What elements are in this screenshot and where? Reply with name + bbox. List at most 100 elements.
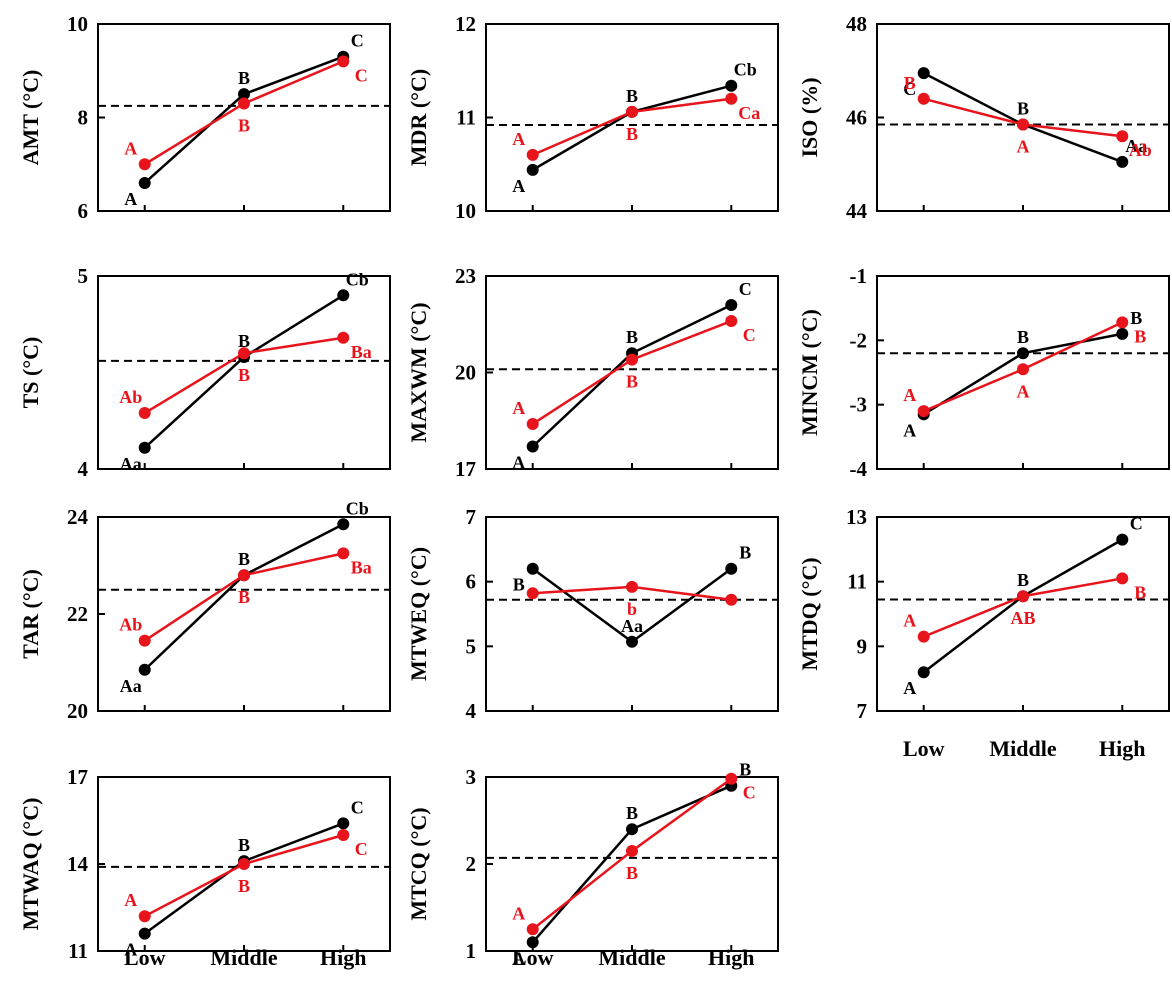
data-point-red (337, 547, 350, 560)
data-point-red (238, 569, 250, 582)
significance-label: B (238, 876, 250, 896)
data-point-red (526, 923, 539, 936)
significance-label: B (1017, 327, 1029, 347)
data-point-black (526, 440, 539, 453)
y-tick-label: 10 (455, 199, 476, 223)
significance-label: B (238, 68, 250, 88)
data-point-red (626, 844, 638, 857)
y-tick-label: 17 (455, 457, 476, 481)
y-tick-label: 4 (466, 699, 477, 723)
data-point-red (337, 55, 350, 68)
y-tick-label: 3 (466, 765, 477, 789)
y-tick-label: 46 (846, 106, 867, 130)
data-point-black (917, 666, 930, 679)
significance-label: B (238, 549, 250, 569)
y-axis-label: MDR (°C) (406, 69, 431, 166)
y-tick-label: 12 (455, 12, 476, 36)
significance-label: C (1130, 514, 1143, 534)
significance-label: B (626, 124, 638, 144)
y-tick-label: 6 (466, 570, 477, 594)
data-point-black (725, 562, 738, 575)
y-tick-label: 7 (857, 699, 868, 723)
significance-label: Aa (621, 616, 643, 636)
significance-label: C (355, 839, 368, 859)
data-point-red (138, 910, 151, 923)
data-point-black (1116, 155, 1129, 168)
y-tick-label: 5 (78, 264, 89, 288)
significance-label: A (512, 903, 525, 923)
y-axis-label: TAR (°C) (18, 569, 43, 659)
y-tick-label: 20 (455, 361, 476, 385)
data-point-red (526, 417, 539, 430)
y-tick-label: -1 (850, 264, 868, 288)
significance-label: B (1134, 326, 1146, 346)
y-tick-label: 8 (78, 106, 89, 130)
y-tick-label: -3 (850, 393, 868, 417)
data-point-red (1116, 316, 1129, 329)
data-point-black (337, 289, 350, 302)
significance-label: Aa (1125, 136, 1147, 156)
y-tick-label: 20 (67, 699, 88, 723)
significance-label: C (355, 65, 368, 85)
significance-label: C (351, 31, 364, 51)
significance-label: Ba (351, 557, 372, 577)
y-tick-label: 9 (857, 634, 868, 658)
y-tick-label: 44 (846, 199, 868, 223)
panel-amt: 6 8 10 AMT (°C) A B C A B C (18, 12, 391, 223)
data-point-red (238, 97, 250, 110)
x-category-label: Low (903, 736, 945, 761)
significance-label: B (626, 803, 638, 823)
significance-label: A (903, 678, 916, 698)
y-tick-label: -2 (850, 328, 868, 352)
data-point-red (1017, 590, 1029, 603)
data-point-red (626, 580, 638, 593)
significance-label: A (512, 176, 525, 196)
significance-label: B (1130, 308, 1142, 328)
significance-label: B (626, 86, 638, 106)
y-tick-label: -4 (850, 457, 868, 481)
data-point-red (337, 331, 350, 344)
panel-tar: 20 22 24 TAR (°C) Aa B Cb Ab B Ba (18, 498, 391, 723)
significance-label: B (1017, 570, 1029, 590)
y-tick-label: 4 (78, 457, 89, 481)
data-point-red (526, 587, 539, 600)
y-axis-label: MTWEQ (°C) (406, 547, 431, 681)
data-point-red (138, 634, 151, 647)
significance-label: Ab (119, 387, 142, 407)
data-point-black (917, 67, 930, 80)
panel-ts: 4 5 TS (°C) Aa B Cb Ab B Ba (18, 264, 391, 481)
data-point-black (138, 663, 151, 676)
data-point-red (725, 315, 738, 328)
y-axis-label: MTWAQ (°C) (18, 798, 43, 931)
significance-label: B (1017, 99, 1029, 119)
data-point-black (526, 562, 539, 575)
data-point-red (337, 829, 350, 841)
y-tick-label: 11 (456, 106, 476, 130)
data-point-black (138, 441, 151, 454)
data-point-red (917, 630, 930, 643)
significance-label: Aa (120, 454, 142, 474)
y-tick-label: 14 (67, 852, 89, 876)
significance-label: B (238, 587, 250, 607)
y-axis-label: MTCQ (°C) (406, 807, 431, 920)
significance-label: B (1134, 582, 1146, 602)
data-point-red (138, 407, 151, 420)
data-point-red (626, 105, 638, 118)
data-point-black (626, 635, 638, 648)
y-tick-label: 48 (846, 12, 867, 36)
significance-label: Ca (738, 103, 760, 123)
significance-label: A (1017, 137, 1030, 157)
data-point-red (1017, 363, 1029, 376)
significance-label: B (238, 115, 250, 135)
significance-label: Cb (734, 60, 757, 80)
data-point-red (1116, 130, 1129, 143)
data-point-red (238, 347, 250, 360)
data-point-black (526, 936, 539, 949)
significance-label: B (513, 575, 525, 595)
y-axis-label: MINCM (°C) (797, 309, 822, 436)
data-point-red (725, 92, 738, 105)
data-point-red (1017, 118, 1029, 131)
significance-label: b (627, 599, 637, 619)
